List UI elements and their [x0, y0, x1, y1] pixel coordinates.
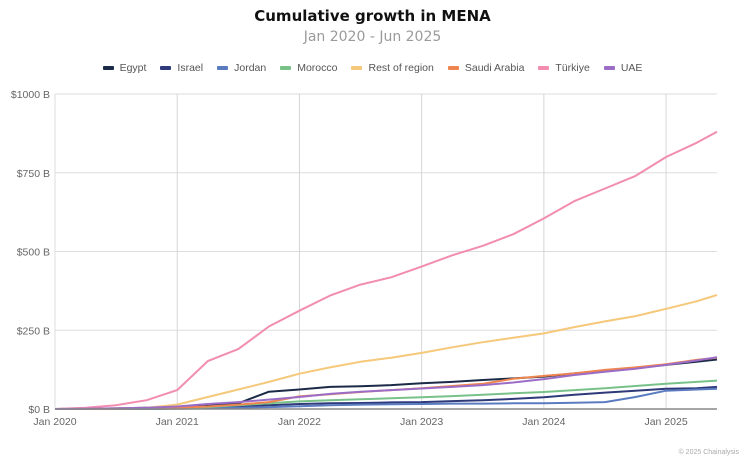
- legend-item-saudi-arabia[interactable]: Saudi Arabia: [447, 62, 525, 74]
- series-line-uae: [54, 356, 718, 410]
- y-tick-label: $0 B: [28, 404, 50, 416]
- legend-item-rest-of-region[interactable]: Rest of region: [351, 62, 434, 74]
- x-axis: Jan 2020 Jan 2021 Jan 2022 Jan 2023 Jan 2024…: [33, 416, 687, 428]
- y-tick-label: $750 B: [17, 168, 50, 180]
- legend-label-jordan: Jordan: [234, 62, 267, 74]
- series-line-saudi-arabia: [55, 356, 718, 410]
- chart-legend: Egypt Israel Jordan Morocco Rest of regi…: [0, 62, 745, 74]
- y-axis: $0 B $250 B $500 B $750 B $1000 B: [11, 89, 50, 416]
- x-tick-label: Jan 2023: [400, 416, 443, 428]
- legend-label-morocco: Morocco: [297, 62, 338, 74]
- legend-label-israel: Israel: [177, 62, 204, 74]
- legend-label-uae: UAE: [620, 62, 643, 74]
- x-tick-label: Jan 2021: [156, 416, 199, 428]
- legend-item-jordan[interactable]: Jordan: [217, 62, 266, 74]
- legend-swatch-jordan: [217, 66, 229, 70]
- gridlines: [54, 93, 717, 409]
- series-lines: [54, 130, 718, 410]
- chart-subtitle: Jan 2020 - Jun 2025: [303, 29, 442, 45]
- y-tick-label: $500 B: [17, 247, 50, 259]
- legend-swatch-rest-of-region: [351, 66, 363, 70]
- legend-swatch-morocco: [280, 66, 292, 70]
- chart-credit: © 2025 Chainalysis: [678, 449, 739, 456]
- x-tick-label: Jan 2022: [278, 416, 321, 428]
- legend-swatch-saudi-arabia: [447, 66, 459, 70]
- legend-item-uae[interactable]: UAE: [603, 62, 643, 74]
- legend-item-morocco[interactable]: Morocco: [280, 62, 337, 74]
- x-tick-label: Jan 2025: [644, 416, 687, 428]
- legend-swatch-egypt: [102, 66, 114, 70]
- x-tick-label: Jan 2020: [33, 416, 76, 428]
- legend-label-egypt: Egypt: [119, 62, 147, 74]
- series-line-rest-of-region: [54, 294, 718, 410]
- chart-title: Cumulative growth in MENA: [254, 7, 491, 25]
- y-tick-label: $250 B: [17, 325, 50, 337]
- legend-label-turkiye: Türkiye: [555, 62, 590, 74]
- legend-label-rest-of-region: Rest of region: [368, 62, 434, 74]
- series-line-turkiye: [54, 130, 718, 410]
- legend-swatch-uae: [603, 66, 615, 70]
- legend-swatch-turkiye: [538, 66, 550, 70]
- y-tick-label: $1000 B: [11, 89, 50, 101]
- legend-label-saudi-arabia: Saudi Arabia: [464, 62, 525, 74]
- x-tick-label: Jan 2024: [522, 416, 565, 428]
- legend-item-egypt[interactable]: Egypt: [102, 62, 147, 74]
- legend-item-turkiye[interactable]: Türkiye: [538, 62, 590, 74]
- legend-item-israel[interactable]: Israel: [160, 62, 203, 74]
- legend-swatch-israel: [160, 66, 172, 70]
